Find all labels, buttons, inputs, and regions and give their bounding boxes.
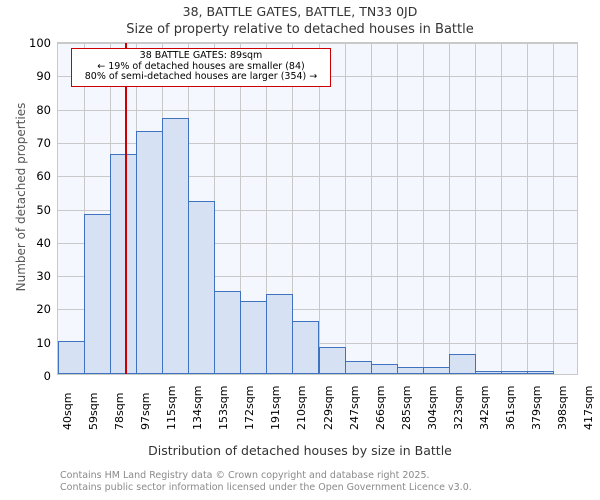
x-tick-label: 398sqm: [555, 385, 569, 430]
gridline-vertical: [240, 43, 241, 374]
bar: [84, 214, 111, 374]
bar: [527, 370, 554, 374]
bar-series: [58, 43, 577, 374]
y-tick-label: 40: [36, 235, 51, 250]
gridline-horizontal: [58, 209, 577, 211]
attribution-footer: Contains HM Land Registry data © Crown c…: [60, 470, 600, 493]
gridline-horizontal: [58, 43, 577, 44]
bar: [319, 347, 346, 374]
gridline-vertical: [84, 43, 85, 374]
gridline-vertical: [423, 43, 424, 374]
y-tick-label: 10: [36, 335, 51, 350]
gridline-horizontal: [58, 176, 577, 178]
property-annotation-box: 38 BATTLE GATES: 89sqm ← 19% of detached…: [71, 48, 331, 87]
bar: [423, 367, 450, 374]
gridline-vertical: [449, 43, 450, 374]
x-tick-label: 323sqm: [451, 385, 465, 430]
x-tick-label: 266sqm: [373, 385, 387, 430]
bar: [110, 154, 137, 374]
x-tick-label: 247sqm: [347, 385, 361, 430]
gridline-horizontal: [58, 242, 577, 244]
x-tick-label: 304sqm: [425, 385, 439, 430]
gridline-vertical: [319, 43, 320, 374]
x-tick-label: 379sqm: [529, 385, 543, 430]
annotation-line-1: 38 BATTLE GATES: 89sqm: [139, 50, 263, 61]
x-tick-label: 97sqm: [139, 392, 153, 430]
gridline-vertical: [345, 43, 346, 374]
y-tick-label: 100: [29, 36, 51, 50]
y-tick-label: 50: [36, 202, 51, 217]
gridline-vertical: [475, 43, 476, 374]
x-tick-label: 361sqm: [503, 385, 517, 430]
y-tick-label: 20: [36, 302, 51, 317]
bar: [345, 360, 372, 374]
bar: [58, 340, 85, 374]
x-axis-title: Distribution of detached houses by size …: [148, 443, 452, 458]
bar: [136, 130, 163, 374]
footer-line-1: Contains HM Land Registry data © Crown c…: [60, 470, 430, 481]
gridline-vertical: [371, 43, 372, 374]
chart-titles: 38, BATTLE GATES, BATTLE, TN33 0JD Size …: [0, 4, 600, 39]
x-tick-label: 191sqm: [269, 385, 283, 430]
y-tick-label: 80: [36, 102, 51, 117]
x-tick-label: 172sqm: [243, 385, 257, 430]
chart-subtitle: Size of property relative to detached ho…: [126, 22, 474, 37]
gridline-vertical: [553, 43, 554, 374]
x-tick-label: 285sqm: [399, 385, 413, 430]
bar: [501, 370, 528, 374]
y-axis-title: Number of detached properties: [14, 102, 28, 292]
annotation-line-3: 80% of semi-detached houses are larger (…: [84, 71, 318, 82]
gridline-horizontal: [58, 309, 577, 311]
bar: [397, 367, 424, 374]
page-title: 38, BATTLE GATES, BATTLE, TN33 0JD: [182, 4, 418, 19]
x-tick-label: 115sqm: [165, 385, 179, 430]
gridline-horizontal: [58, 109, 577, 111]
bar: [266, 294, 293, 374]
x-tick-label: 210sqm: [295, 385, 309, 430]
y-axis-tick-labels: 0 10 20 30 40 50 60 70 80 90 100: [0, 0, 57, 420]
y-tick-label: 0: [43, 369, 51, 383]
bar: [214, 290, 241, 374]
y-tick-label: 90: [36, 69, 51, 84]
property-marker-line: [125, 43, 127, 374]
x-tick-label: 59sqm: [87, 392, 101, 430]
x-tick-label: 153sqm: [217, 385, 231, 430]
bar: [292, 320, 319, 374]
annotation-line-2: ← 19% of detached houses are smaller (84…: [97, 60, 305, 72]
bar: [475, 370, 502, 374]
bar: [449, 354, 476, 374]
footer-line-2: Contains public sector information licen…: [60, 481, 472, 493]
bar: [188, 200, 215, 374]
y-tick-label: 70: [36, 135, 51, 150]
plot-area: [57, 42, 578, 375]
bar: [371, 364, 398, 374]
y-tick-label: 30: [36, 269, 51, 284]
x-tick-label: 229sqm: [321, 385, 335, 430]
x-tick-label: 134sqm: [191, 385, 205, 430]
gridline-vertical: [292, 43, 293, 374]
x-tick-label: 342sqm: [477, 385, 491, 430]
y-tick-label: 60: [36, 169, 51, 184]
gridline-vertical: [501, 43, 502, 374]
x-tick-label: 78sqm: [113, 392, 127, 430]
gridline-vertical: [397, 43, 398, 374]
gridline-vertical: [266, 43, 267, 374]
x-tick-label: 40sqm: [61, 392, 74, 430]
bar: [240, 300, 267, 374]
gridline-horizontal: [58, 276, 577, 278]
gridline-vertical: [527, 43, 528, 374]
bar: [162, 117, 189, 374]
x-axis-tick-labels: 40sqm 59sqm 78sqm 97sqm 115sqm 134sqm 153sqm 17…: [0, 378, 600, 448]
gridline-horizontal: [58, 142, 577, 144]
x-tick-label: 417sqm: [582, 385, 595, 430]
